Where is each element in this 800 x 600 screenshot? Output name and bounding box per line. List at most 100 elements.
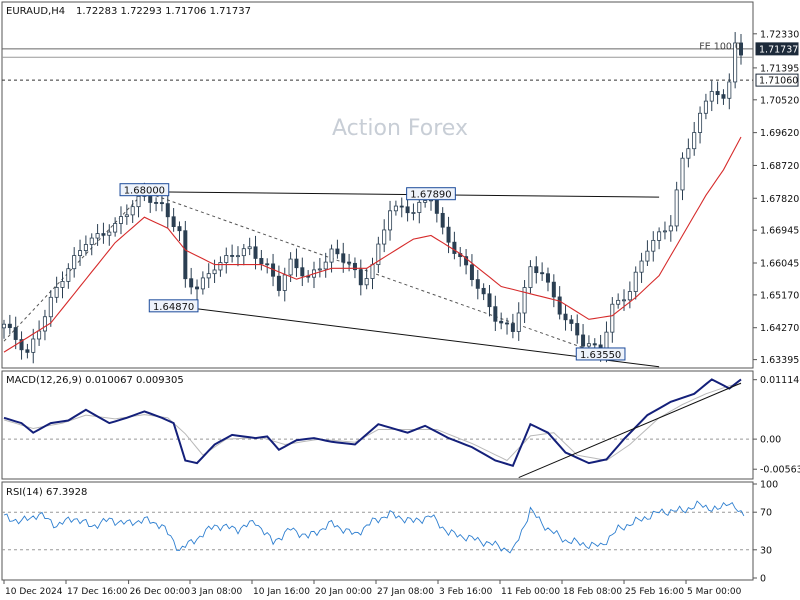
candle-body: [124, 214, 129, 218]
price-trendline: [144, 191, 660, 198]
candle-body: [534, 266, 539, 274]
candle-body: [575, 323, 580, 336]
candle-body: [288, 258, 293, 276]
candle-body: [317, 268, 322, 271]
candle-body: [159, 202, 164, 205]
price-tag-label: 1.71737: [759, 44, 798, 55]
candle-body: [48, 296, 53, 318]
price-annotation-box: [148, 299, 199, 313]
candle-body: [89, 237, 94, 245]
price-annotation-box: [119, 183, 170, 197]
candle-body: [352, 262, 357, 271]
candle-body: [662, 230, 667, 233]
candle-body: [440, 212, 445, 228]
candle-body: [165, 203, 170, 218]
candle-body: [276, 275, 281, 291]
time-tick-label: 20 Jan 00:00: [315, 587, 372, 597]
candle-body: [411, 212, 416, 214]
candle-body: [522, 287, 527, 314]
price-annotation-box: [575, 347, 626, 361]
candle-body: [382, 229, 387, 245]
candle-body: [592, 343, 597, 346]
macd-tick-label: 0.00: [760, 435, 781, 446]
price-tag-box: [755, 42, 799, 56]
candle-body: [505, 322, 510, 325]
candle-body: [341, 253, 346, 263]
candle-body: [493, 306, 498, 322]
candle-body: [627, 291, 632, 301]
candle-body: [37, 330, 42, 340]
candle-body: [72, 255, 77, 270]
candle-body: [259, 258, 264, 265]
candle-body: [715, 91, 720, 96]
candle-body: [651, 239, 656, 252]
price-annotation-label: 1.68000: [124, 186, 165, 197]
watermark: Action Forex: [332, 116, 468, 141]
candle-body: [177, 226, 182, 232]
candle-body: [657, 231, 662, 241]
candle-body: [622, 299, 627, 302]
candle-body: [680, 157, 685, 191]
candle-body: [136, 195, 141, 208]
price-tag-box: [755, 73, 799, 87]
candle-body: [616, 299, 621, 305]
candle-body: [698, 112, 703, 133]
price-tick-label: 1.66945: [760, 226, 799, 237]
candle-body: [645, 250, 650, 262]
fe-label: FE 100.0: [699, 41, 741, 52]
time-tick-label: 3 Feb 16:00: [439, 587, 493, 597]
candle-body: [2, 323, 7, 329]
time-tick-label: 25 Feb 16:00: [625, 587, 684, 597]
candle-body: [721, 94, 726, 99]
candle-body: [206, 273, 211, 279]
candle-body: [633, 271, 638, 292]
candle-body: [113, 223, 118, 233]
price-annotation-label: 1.67890: [410, 190, 451, 201]
candle-body: [253, 246, 258, 259]
candle-body: [189, 278, 194, 288]
macd-axis: 0.011146 0.00 -0.005639: [753, 375, 800, 476]
candle-body: [19, 339, 24, 351]
candle-body: [294, 258, 299, 269]
price-tick-label: 1.63395: [760, 355, 799, 366]
candle-body: [499, 320, 504, 324]
candle-body: [540, 272, 545, 275]
candle-body: [300, 267, 305, 277]
macd-tick-label: -0.005639: [760, 465, 800, 476]
time-tick-label: 10 Jan 16:00: [253, 587, 310, 597]
candle-body: [60, 280, 65, 288]
rsi-axis: 100 70 30 0: [753, 480, 778, 585]
candle-body: [464, 256, 469, 266]
price-tick-label: 1.69620: [760, 128, 799, 139]
candle-body: [13, 327, 18, 340]
candle-body: [581, 334, 586, 347]
candle-body: [224, 255, 229, 263]
candle-body: [388, 210, 393, 231]
candle-body: [171, 216, 176, 227]
candle-body: [569, 319, 574, 324]
candle-body: [42, 316, 47, 332]
candle-body: [218, 262, 223, 271]
candles-group: [2, 32, 744, 364]
price-tick-label: 1.68720: [760, 161, 799, 172]
candle-body: [709, 91, 714, 102]
candle-body: [551, 281, 556, 298]
candle-body: [230, 255, 235, 257]
rsi-panel: [1, 481, 754, 581]
candle-body: [25, 349, 30, 353]
price-tick-label: 1.72330: [760, 29, 799, 40]
symbol-label: EURAUD,H4: [6, 6, 65, 17]
candle-body: [733, 42, 738, 83]
candle-body: [727, 81, 732, 99]
candle-body: [469, 264, 474, 280]
time-tick-label: 11 Feb 00:00: [501, 587, 560, 597]
candle-body: [487, 293, 492, 308]
candle-body: [195, 286, 200, 290]
price-annotations: 1.68000 1.67890 1.64870 1.63550 FE 100.0: [119, 41, 741, 361]
candle-body: [481, 287, 486, 295]
candle-body: [452, 241, 457, 254]
price-tag-label: 1.71060: [759, 76, 798, 87]
price-annotation-box: [406, 187, 456, 201]
candle-body: [235, 255, 240, 258]
macd-tick-label: 0.011146: [760, 375, 800, 386]
